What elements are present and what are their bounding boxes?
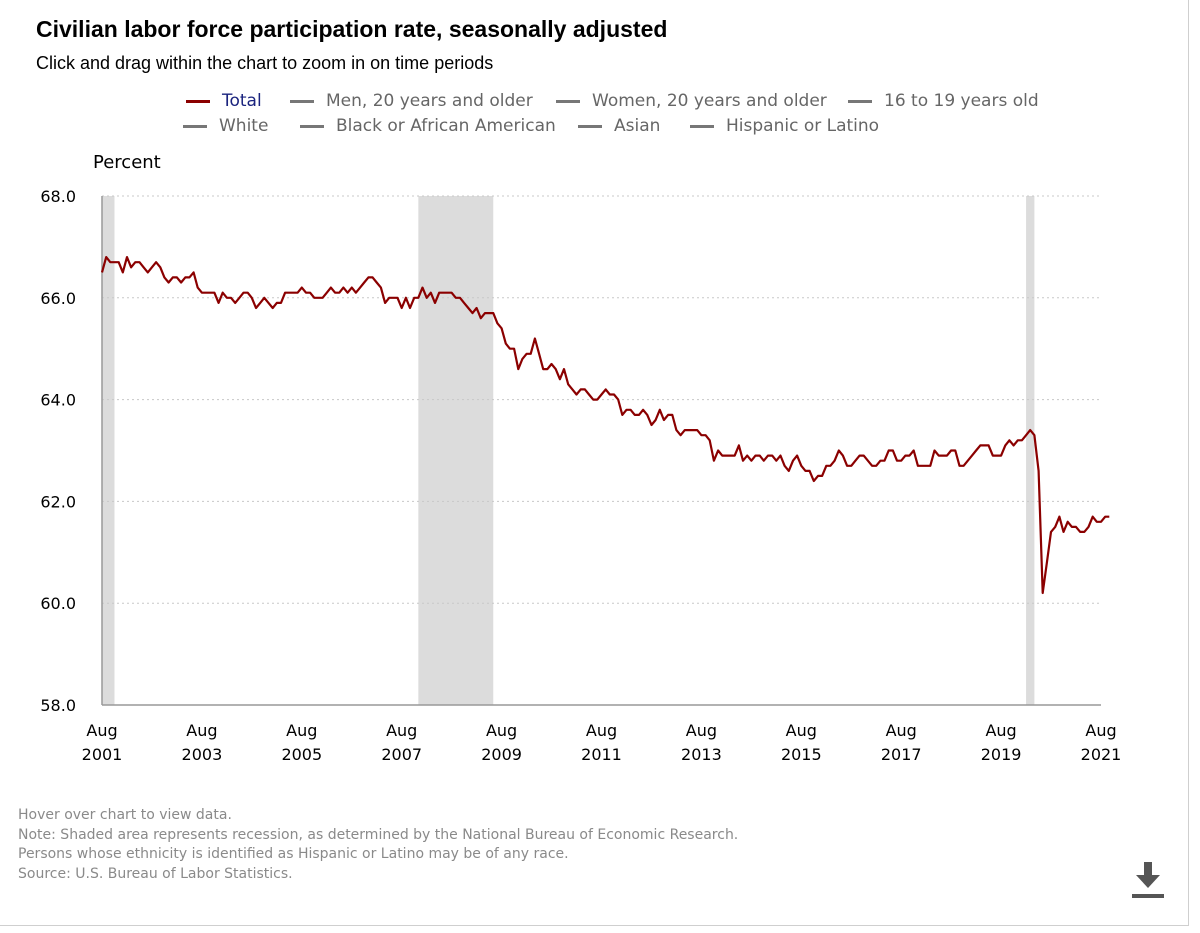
legend-item-women-20-and-older[interactable]: Women, 20 years and older (556, 91, 827, 111)
y-tick-label: 64.0 (40, 391, 76, 410)
footer-recession-note: Note: Shaded area represents recession, … (18, 826, 739, 843)
chart-title: Civilian labor force participation rate,… (36, 16, 668, 42)
legend-swatch-black (300, 124, 324, 128)
legend-swatch-men (290, 99, 314, 103)
x-tick-label-month: Aug (286, 721, 317, 740)
chart-footer: Hover over chart to view data. Note: Sha… (18, 806, 738, 884)
x-tick-label-month: Aug (586, 721, 617, 740)
legend-item-men-20-and-older[interactable]: Men, 20 years and older (290, 91, 533, 111)
legend-item-hispanic[interactable]: Hispanic or Latino (690, 116, 879, 136)
x-tick-label-month: Aug (985, 721, 1016, 740)
legend-label-women: Women, 20 years and older (592, 91, 827, 111)
x-tick-label-month: Aug (686, 721, 717, 740)
x-tick-label-month: Aug (386, 721, 417, 740)
legend-item-white[interactable]: White (183, 116, 268, 136)
x-tick-label-month: Aug (1085, 721, 1116, 740)
chart-subtitle: Click and drag within the chart to zoom … (36, 53, 494, 73)
x-tick-label-month: Aug (86, 721, 117, 740)
download-icon (1132, 862, 1164, 898)
y-tick-label: 66.0 (40, 289, 76, 308)
y-tick-label: 68.0 (40, 187, 76, 206)
legend-label-16-to-19: 16 to 19 years old (884, 91, 1039, 111)
legend-label-hispanic: Hispanic or Latino (726, 116, 880, 136)
recession-band-1 (418, 196, 494, 705)
download-button[interactable] (1130, 862, 1166, 900)
x-tick-label-year: 2003 (182, 745, 223, 764)
y-tick-label: 62.0 (40, 492, 76, 511)
y-tick-label: 60.0 (40, 594, 76, 613)
recession-band-2 (1026, 196, 1035, 705)
legend-item-total[interactable]: Total (186, 91, 262, 111)
legend-item-asian[interactable]: Asian (578, 116, 660, 136)
legend-item-black[interactable]: Black or African American (300, 116, 556, 136)
legend-swatch-women (556, 99, 580, 103)
x-tick-label-year: 2017 (881, 745, 922, 764)
x-tick-label-year: 2011 (581, 745, 622, 764)
footer-source: Source: U.S. Bureau of Labor Statistics. (18, 865, 293, 882)
legend-swatch-total (186, 99, 210, 103)
footer-ethnicity-note: Persons whose ethnicity is identified as… (18, 846, 569, 862)
y-tick-label: 58.0 (40, 696, 76, 715)
x-tick-label-year: 2005 (281, 745, 322, 764)
x-tick-label-year: 2009 (481, 745, 522, 764)
series-line-total (100, 256, 1110, 595)
x-tick-label-month: Aug (886, 721, 917, 740)
footer-hover-hint: Hover over chart to view data. (18, 807, 232, 823)
legend-label-black: Black or African American (336, 116, 556, 136)
x-tick-label-year: 2001 (82, 745, 123, 764)
legend-label-asian: Asian (614, 116, 661, 136)
x-tick-label-month: Aug (186, 721, 217, 740)
legend-swatch-white (183, 124, 207, 128)
x-tick-label-year: 2015 (781, 745, 822, 764)
x-tick-label-month: Aug (786, 721, 817, 740)
x-tick-label-month: Aug (486, 721, 517, 740)
y-axis-unit-label: Percent (93, 152, 161, 173)
x-tick-label-year: 2019 (981, 745, 1022, 764)
legend-swatch-hispanic (690, 124, 714, 128)
legend-label-white: White (219, 116, 269, 136)
x-tick-label-year: 2013 (681, 745, 722, 764)
x-tick-label-year: 2007 (381, 745, 422, 764)
legend-label-men: Men, 20 years and older (326, 91, 533, 111)
legend-swatch-16-to-19 (848, 99, 872, 103)
legend-label-total: Total (222, 91, 262, 111)
legend-item-16-to-19[interactable]: 16 to 19 years old (848, 91, 1039, 111)
recession-band-0 (102, 196, 115, 705)
legend-swatch-asian (578, 124, 602, 128)
x-tick-label-year: 2021 (1081, 745, 1122, 764)
